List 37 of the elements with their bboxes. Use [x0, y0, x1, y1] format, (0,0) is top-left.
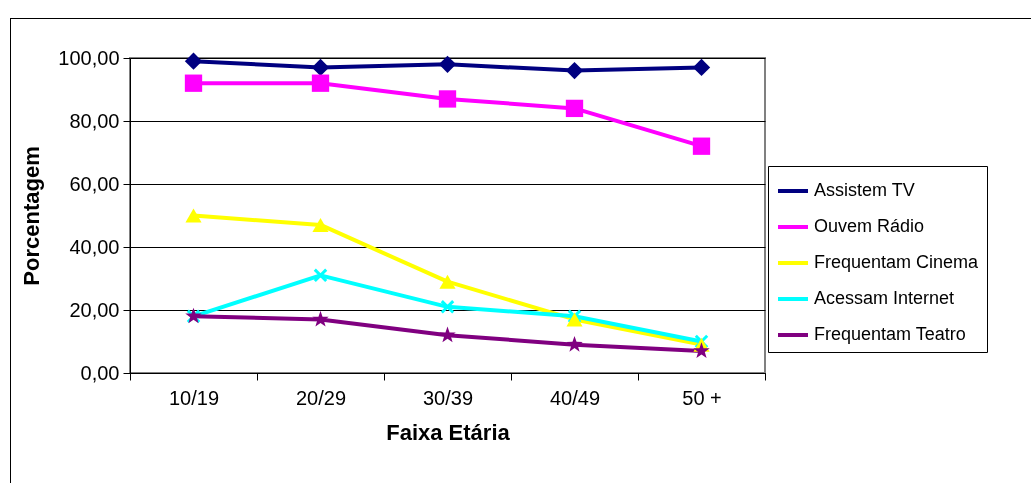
x-axis-title: Faixa Etária [386, 419, 511, 445]
point [439, 274, 456, 289]
point [185, 208, 202, 223]
y-tick-label: 40,00 [69, 235, 120, 258]
y-tick-label: 80,00 [69, 109, 120, 132]
y-tick-label: 0,00 [80, 361, 120, 384]
point [184, 52, 203, 70]
y-axis-title: Porcentagem [19, 146, 45, 286]
legend-label: Frequentam Cinema [814, 252, 980, 272]
legend-label: Ouvem Rádio [814, 216, 925, 236]
x-tick-label: 20/29 [295, 386, 347, 409]
point [440, 299, 455, 315]
point [439, 326, 456, 343]
y-tick-label: 60,00 [69, 172, 120, 195]
point [311, 58, 330, 77]
point [184, 74, 203, 92]
point [692, 58, 711, 77]
point [438, 90, 457, 108]
point [565, 99, 584, 118]
point [311, 74, 330, 92]
x-tick-label: 40/49 [549, 386, 601, 409]
point [312, 217, 329, 232]
x-tick-label: 30/39 [422, 386, 474, 409]
y-tick-label: 20,00 [69, 298, 120, 321]
point [313, 268, 328, 283]
point [438, 55, 457, 73]
point [312, 310, 329, 327]
point [693, 342, 710, 358]
point [692, 137, 711, 155]
point [565, 61, 584, 80]
legend-label: Assistem TV [814, 180, 915, 200]
legend-label: Frequentam Teatro [814, 324, 966, 344]
x-tick-label: 50 + [682, 386, 722, 409]
legend-label: Acessam Internet [814, 288, 955, 308]
y-tick-label: 100,00 [58, 46, 120, 69]
x-tick-label: 10/19 [168, 386, 220, 409]
point [566, 335, 583, 352]
